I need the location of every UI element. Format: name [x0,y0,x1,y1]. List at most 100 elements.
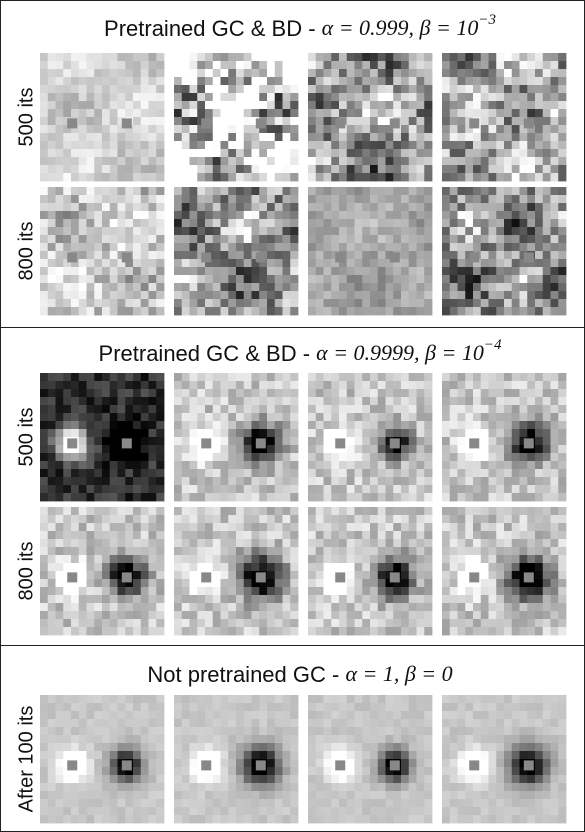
image-pixel [118,405,126,413]
image-pixel [87,85,95,93]
image-pixel [63,267,71,275]
image-pixel [87,751,95,759]
image-pixel [259,587,267,595]
image-pixel [465,133,473,141]
image-pixel [221,751,229,759]
image-pixel [512,117,520,125]
image-pixel [267,141,275,149]
image-pixel [110,125,118,133]
image-pixel [362,251,370,259]
image-pixel [259,373,267,381]
image-pixel [512,507,520,515]
image-pixel [259,77,267,85]
image-pixel [535,539,543,547]
image-pixel [355,507,363,515]
image-pixel [213,157,221,165]
image-pixel [417,275,425,283]
image-pixel [94,405,102,413]
image-pixel [401,259,409,267]
image-pixel [481,603,489,611]
image-pixel [489,515,497,523]
image-pixel [94,243,102,251]
image-pixel [424,619,432,627]
image-pixel [417,619,425,627]
image-pixel [48,413,56,421]
image-pixel [244,523,252,531]
image-pixel [118,195,126,203]
image-pixel [40,799,48,807]
image-pixel [259,173,267,181]
image-pixel [520,267,528,275]
image-pixel [228,807,236,815]
image-pixel [125,719,133,727]
image-pixel [110,299,118,307]
image-pixel [56,807,64,815]
image-pixel [94,595,102,603]
image-pixel [520,627,528,635]
image-pixel [458,703,466,711]
image-pixel [316,267,324,275]
image-pixel [512,711,520,719]
image-pixel [355,397,363,405]
image-pixel [190,611,198,619]
image-pixel [197,485,205,493]
image-pixel [520,493,528,501]
image-pixel [156,173,164,181]
image-pixel [378,695,386,703]
image-pixel [56,413,64,421]
image-pixel [481,211,489,219]
image-pixel [94,219,102,227]
image-pixel [316,307,324,315]
image-pixel [331,469,339,477]
image-pixel [324,571,332,579]
image-pixel [481,421,489,429]
image-pixel [409,211,417,219]
image-pixel [393,187,401,195]
image-pixel [252,61,260,69]
image-pixel [94,227,102,235]
image-pixel [316,421,324,429]
marker [67,438,77,448]
image-pixel [182,619,190,627]
image-pixel [512,243,520,251]
image-pixel [527,173,535,181]
image-pixel [370,445,378,453]
image-pixel [133,453,141,461]
image-pixel [331,267,339,275]
image-pixel [213,727,221,735]
image-pixel [409,53,417,61]
image-pixel [252,735,260,743]
image-pixel [133,429,141,437]
image-pixel [252,477,260,485]
image-pixel [450,235,458,243]
image-pixel [520,453,528,461]
image-pixel [56,373,64,381]
image-pixel [228,791,236,799]
image-pixel [110,219,118,227]
image-pixel [409,117,417,125]
image-pixel [79,815,87,823]
image-pixel [558,539,566,547]
image-pixel [417,77,425,85]
image-pixel [535,77,543,85]
image-pixel [125,77,133,85]
image-pixel [424,61,432,69]
image-pixel [504,587,512,595]
image-pixel [149,563,157,571]
image-pixel [102,165,110,173]
image-pixel [378,703,386,711]
image-pixel [558,603,566,611]
image-pixel [110,703,118,711]
image-pixel [110,727,118,735]
image-pixel [259,807,267,815]
image-pixel [110,507,118,515]
image-pixel [236,381,244,389]
image-pixel [275,515,283,523]
image-pixel [125,267,133,275]
image-pixel [543,587,551,595]
image-pixel [504,61,512,69]
image-pixel [401,555,409,563]
image-pixel [331,85,339,93]
image-pixel [244,173,252,181]
image-pixel [213,703,221,711]
